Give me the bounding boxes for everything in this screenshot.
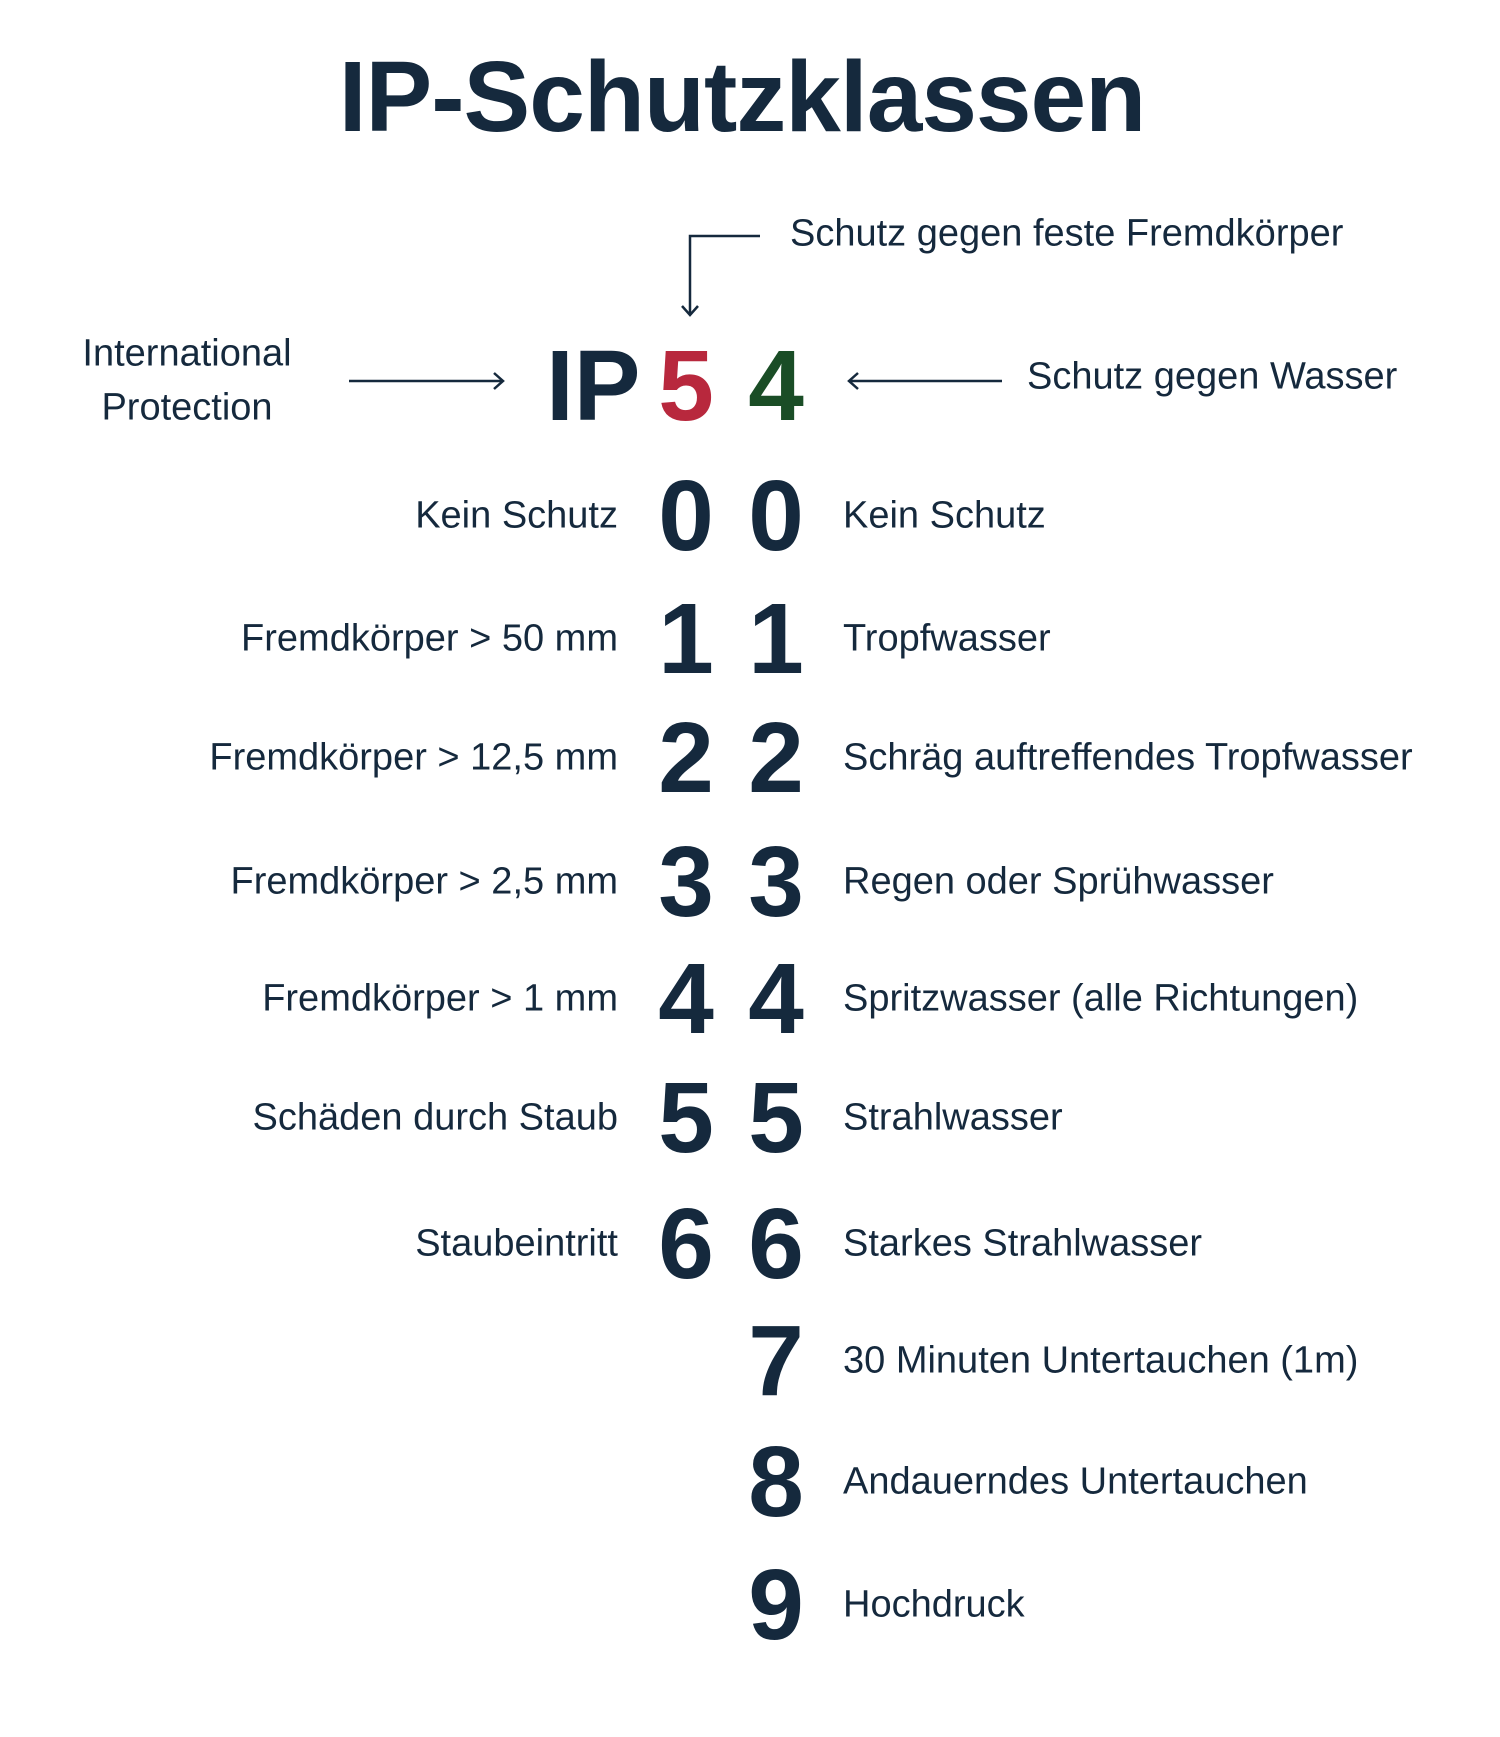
second-digit-row-label: Kein Schutz xyxy=(843,494,1046,537)
first-digit-row-digit: 6 xyxy=(658,1188,714,1300)
second-digit-row-digit: 6 xyxy=(748,1188,804,1300)
second-digit-row-label: Schräg auftreffendes Tropfwasser xyxy=(843,736,1413,779)
second-digit-row-label: Tropfwasser xyxy=(843,617,1051,660)
first-digit-row-digit: 5 xyxy=(658,1062,714,1174)
second-digit-row-digit: 9 xyxy=(748,1549,804,1661)
second-digit-row-digit: 7 xyxy=(748,1305,804,1417)
second-digit-row-digit: 1 xyxy=(748,583,804,695)
second-digit-row-label: Andauerndes Untertauchen xyxy=(843,1460,1308,1503)
first-digit-row-label: Fremdkörper > 50 mm xyxy=(241,617,618,660)
second-digit-label: Schutz gegen Wasser xyxy=(1027,355,1398,398)
second-digit-row-label: Strahlwasser xyxy=(843,1096,1063,1139)
bracket-arrow-first-digit xyxy=(688,234,760,314)
second-digit-row-digit: 3 xyxy=(748,826,804,938)
first-digit-label: Schutz gegen feste Fremdkörper xyxy=(790,212,1344,255)
second-digit-row-label: Starkes Strahlwasser xyxy=(843,1222,1203,1265)
example-first-digit: 5 xyxy=(658,330,714,442)
first-digit-row-label: Kein Schutz xyxy=(415,494,618,537)
first-digit-row-label: Fremdkörper > 2,5 mm xyxy=(230,860,619,903)
second-digit-row-label: Spritzwasser (alle Richtungen) xyxy=(843,977,1359,1020)
second-digit-row-digit: 5 xyxy=(748,1062,804,1174)
protection-label: Protection xyxy=(101,386,273,429)
first-digit-row-digit: 1 xyxy=(658,583,714,695)
second-digit-row-digit: 8 xyxy=(748,1426,804,1538)
second-digit-row-label: Hochdruck xyxy=(843,1583,1025,1626)
international-label: International xyxy=(82,332,292,375)
first-digit-row-label: Staubeintritt xyxy=(415,1222,618,1265)
example-second-digit: 4 xyxy=(748,330,804,442)
second-digit-row-label: 30 Minuten Untertauchen (1m) xyxy=(843,1339,1359,1382)
second-digit-row-label: Regen oder Sprühwasser xyxy=(843,860,1274,903)
first-digit-row-digit: 3 xyxy=(658,826,714,938)
second-digit-row-digit: 2 xyxy=(748,702,804,814)
first-digit-row-digit: 4 xyxy=(658,943,714,1055)
first-digit-row-label: Fremdkörper > 1 mm xyxy=(262,977,618,1020)
arrow-head-down-icon xyxy=(681,305,699,317)
arrow-head-left-icon xyxy=(847,372,859,390)
page-title: IP-Schutzklassen xyxy=(338,41,1147,153)
arrow-head-right-icon xyxy=(493,372,505,390)
second-digit-row-digit: 4 xyxy=(748,943,804,1055)
first-digit-row-digit: 0 xyxy=(658,460,714,572)
ip-prefix: IP xyxy=(546,330,641,442)
first-digit-row-label: Schäden durch Staub xyxy=(252,1096,619,1139)
second-digit-row-digit: 0 xyxy=(748,460,804,572)
first-digit-row-label: Fremdkörper > 12,5 mm xyxy=(209,736,618,779)
first-digit-row-digit: 2 xyxy=(658,702,714,814)
